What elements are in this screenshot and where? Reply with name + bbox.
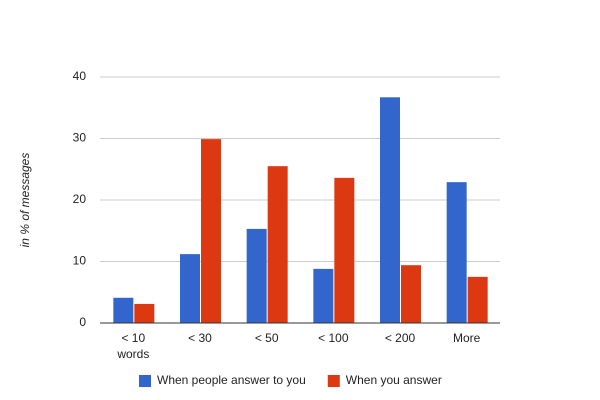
bar	[113, 297, 134, 323]
x-tick-label: < 100	[318, 331, 349, 345]
y-axis-label: in % of messages	[18, 153, 32, 248]
y-tick-label: 10	[73, 254, 87, 268]
bar	[180, 254, 200, 323]
bar	[446, 182, 467, 323]
legend-label: When you answer	[346, 373, 442, 387]
bar	[134, 303, 155, 323]
y-tick-label: 20	[73, 192, 87, 206]
bar	[334, 177, 355, 323]
bar	[401, 265, 421, 323]
legend-swatch	[139, 375, 151, 387]
x-tick-label: < 50	[255, 331, 279, 345]
x-tick-label: < 200	[385, 331, 416, 345]
x-tick-label: More	[453, 331, 481, 345]
bar	[313, 268, 334, 323]
x-tick-label: < 30	[188, 331, 212, 345]
bar	[267, 166, 288, 323]
bar	[380, 97, 400, 323]
y-tick-label: 40	[73, 69, 87, 83]
x-tick-label: < 10 words	[116, 331, 149, 361]
bar	[467, 276, 488, 323]
y-tick-label: 0	[79, 315, 86, 329]
bar	[201, 139, 221, 323]
y-tick-label: 30	[73, 131, 87, 145]
legend-label: When people answer to you	[157, 373, 306, 387]
bar	[246, 228, 267, 323]
legend-swatch	[327, 375, 340, 387]
